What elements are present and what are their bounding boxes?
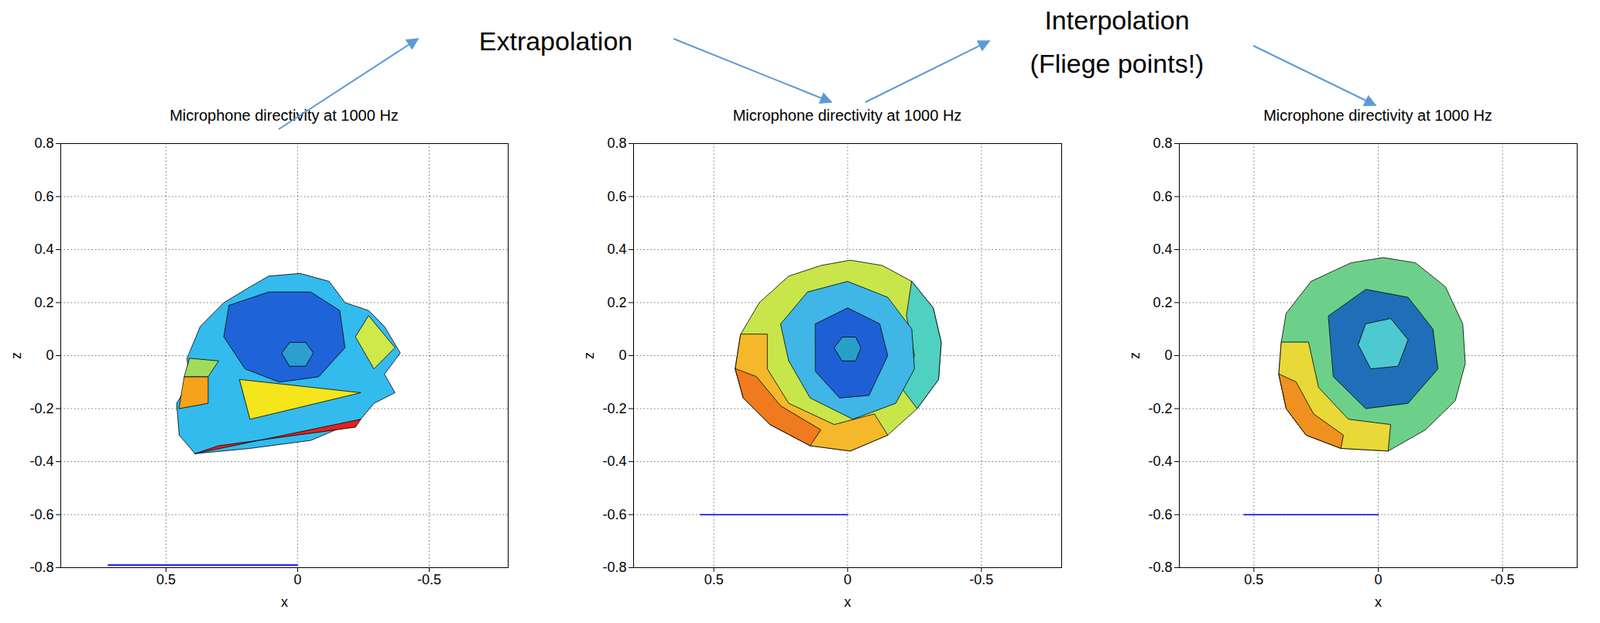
html-text:Microphone directivity at 1000: Microphone directivity at 1000 Hz (732, 106, 962, 124)
svg-text:0.2: 0.2 (34, 294, 54, 311)
svg-text:(Fliege points!): (Fliege points!) (1030, 48, 1205, 79)
svg-text:-0.8: -0.8 (602, 559, 627, 576)
svg-text:-0.5: -0.5 (969, 572, 994, 588)
svg-text:x: x (280, 594, 288, 610)
svg-text:Extrapolation: Extrapolation (479, 26, 633, 56)
svg-text:0: 0 (1373, 572, 1382, 588)
svg-text:0.5: 0.5 (704, 572, 724, 588)
svg-text:0.2: 0.2 (1152, 294, 1172, 311)
svg-text:x: x (844, 594, 852, 610)
svg-text:-0.6: -0.6 (29, 507, 54, 523)
svg-text:0.8: 0.8 (34, 135, 54, 151)
svg-text:0.4: 0.4 (34, 241, 54, 257)
svg-text:0.2: 0.2 (606, 294, 627, 311)
svg-text:-0.4: -0.4 (29, 453, 54, 470)
html-text:Microphone directivity at 1000: Microphone directivity at 1000 Hz (1263, 106, 1493, 124)
svg-text:0: 0 (45, 347, 54, 364)
svg-text:z: z (8, 352, 24, 360)
svg-text:0.8: 0.8 (606, 135, 627, 151)
svg-text:x: x (1374, 594, 1382, 610)
svg-text:-0.2: -0.2 (602, 400, 627, 417)
svg-text:0.6: 0.6 (34, 188, 54, 205)
svg-text:0: 0 (1164, 347, 1172, 364)
svg-text:0: 0 (293, 572, 302, 588)
svg-text:Interpolation: Interpolation (1044, 5, 1189, 35)
svg-text:0.6: 0.6 (1152, 188, 1172, 205)
svg-text:0: 0 (618, 347, 627, 364)
svg-text:-0.5: -0.5 (417, 572, 442, 588)
svg-text:-0.2: -0.2 (1147, 400, 1172, 417)
svg-text:-0.6: -0.6 (1147, 507, 1172, 523)
svg-text:0.4: 0.4 (606, 241, 627, 257)
svg-text:0: 0 (843, 572, 852, 588)
svg-text:-0.2: -0.2 (29, 400, 54, 417)
svg-text:0.8: 0.8 (1152, 135, 1172, 151)
svg-text:-0.6: -0.6 (602, 507, 627, 523)
svg-text:-0.8: -0.8 (1147, 559, 1172, 576)
svg-text:0.6: 0.6 (606, 188, 627, 205)
svg-text:z: z (581, 352, 597, 360)
svg-text:0.4: 0.4 (1152, 241, 1172, 257)
html-text:Microphone directivity at 1000: Microphone directivity at 1000 Hz (169, 106, 399, 124)
svg-text:z: z (1127, 352, 1143, 360)
svg-text:-0.4: -0.4 (1147, 453, 1172, 470)
svg-text:-0.4: -0.4 (602, 453, 627, 470)
svg-text:-0.8: -0.8 (29, 559, 54, 576)
svg-text:-0.5: -0.5 (1490, 572, 1515, 588)
svg-text:0.5: 0.5 (156, 572, 176, 588)
svg-text:0.5: 0.5 (1243, 572, 1264, 588)
